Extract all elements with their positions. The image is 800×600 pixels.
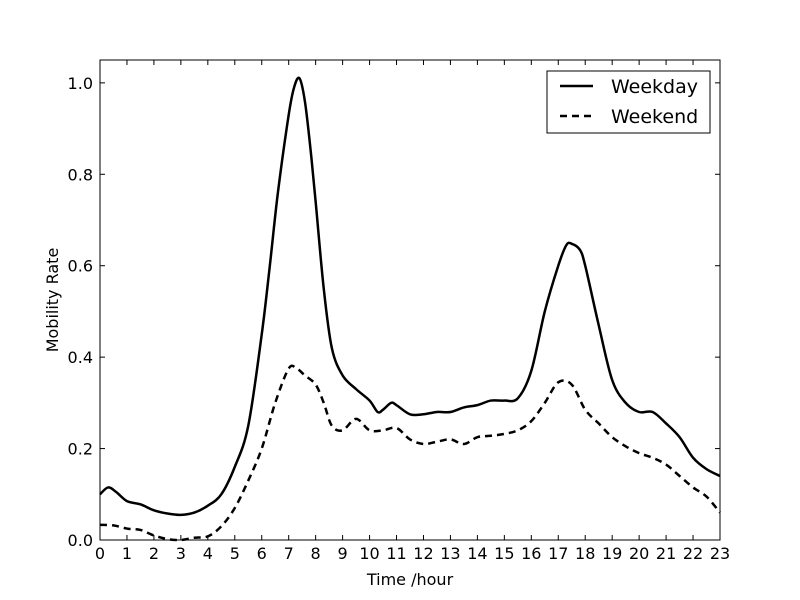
y-axis-label: Mobility Rate: [43, 248, 62, 353]
x-tick-label: 15: [494, 544, 514, 563]
x-tick-label: 16: [521, 544, 541, 563]
x-tick-label: 13: [440, 544, 460, 563]
x-axis-label: Time /hour: [366, 570, 454, 589]
y-tick-label: 0.8: [68, 165, 93, 184]
y-tick-label: 0.4: [68, 348, 93, 367]
x-tick-label: 5: [230, 544, 240, 563]
y-tick-label: 1.0: [68, 74, 93, 93]
x-tick-label: 12: [413, 544, 433, 563]
x-tick-label: 20: [629, 544, 649, 563]
legend-box: [546, 70, 711, 134]
series-lines: [99, 76, 721, 542]
x-tick-label: 18: [575, 544, 595, 563]
x-tick-label: 2: [149, 544, 159, 563]
x-tick-label: 3: [176, 544, 186, 563]
x-tick-label: 0: [95, 544, 105, 563]
series-line-weekday: [99, 76, 721, 517]
x-tick-label: 8: [311, 544, 321, 563]
axis-ticks: 0 1 2 3 4 5 6 7 8 9 10 11 12 13 14 15 16 17 18 19 20 21 22 230.…: [68, 60, 730, 563]
legend-weekend-label: Weekend: [611, 106, 698, 128]
plot-frame: [99, 59, 721, 541]
y-tick-label: 0.0: [68, 531, 93, 550]
series-line-weekend: [99, 364, 721, 542]
x-tick-label: 6: [257, 544, 267, 563]
x-tick-label: 1: [122, 544, 132, 563]
x-tick-label: 19: [602, 544, 622, 563]
x-tick-label: 11: [386, 544, 406, 563]
legend: Weekday Weekend: [546, 70, 711, 134]
x-tick-label: 22: [683, 544, 703, 563]
x-tick-label: 23: [710, 544, 730, 563]
y-tick-label: 0.6: [68, 257, 93, 276]
x-tick-label: 10: [359, 544, 379, 563]
x-tick-label: 21: [656, 544, 676, 563]
legend-weekday-label: Weekday: [611, 76, 698, 98]
x-tick-label: 7: [284, 544, 294, 563]
x-tick-label: 17: [548, 544, 568, 563]
x-tick-label: 14: [467, 544, 487, 563]
x-tick-label: 9: [338, 544, 348, 563]
x-tick-label: 4: [203, 544, 213, 563]
y-tick-label: 0.2: [68, 440, 93, 459]
